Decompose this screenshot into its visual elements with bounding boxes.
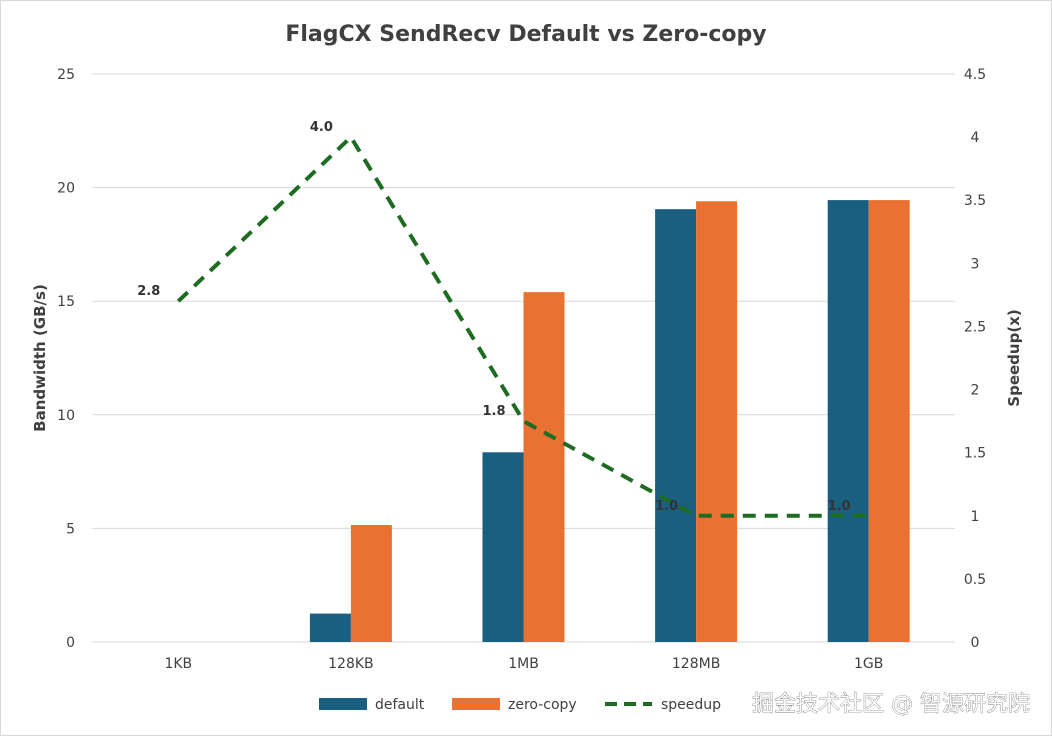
y-tick-label-4: 20: [57, 181, 75, 197]
y2-tick-label-2: 1: [971, 509, 980, 525]
bar-zero-copy-128KB: [350, 524, 392, 642]
legend-label-zero-copy: zero-copy: [508, 697, 577, 713]
x-tick-label-128KB: 128KB: [328, 656, 374, 672]
bar-zero-copy-1GB: [868, 200, 910, 642]
y2-axis-ticks: 0 0.5 1 1.5 2 2.5 3 3.5 4 4.5: [964, 67, 986, 651]
y2-tick-label-7: 3.5: [964, 193, 986, 209]
bar-default-128KB: [309, 613, 351, 642]
watermark-text: 掘金技术社区 @ 智源研究院: [752, 692, 1030, 717]
x-tick-label-1GB: 1GB: [854, 656, 883, 672]
y2-tick-label-3: 1.5: [964, 446, 986, 462]
y-tick-label-5: 25: [57, 67, 75, 83]
legend: default zero-copy speedup: [319, 697, 721, 713]
speedup-label-1KB: 2.8: [137, 284, 160, 299]
bar-zero-copy-1MB: [523, 292, 565, 642]
y-tick-label-3: 15: [57, 294, 75, 310]
legend-label-speedup: speedup: [661, 697, 721, 713]
speedup-line: [176, 135, 869, 518]
x-tick-label-1KB: 1KB: [164, 656, 192, 672]
y2-tick-label-4: 2: [971, 383, 980, 399]
bars: [309, 200, 910, 642]
y2-axis-title: Speedup(x): [1005, 309, 1023, 406]
y-axis-title: Bandwidth (GB/s): [31, 284, 49, 432]
y-axis-ticks: 0 5 10 15 20 25: [57, 67, 75, 651]
y2-tick-label-5: 2.5: [964, 319, 986, 335]
gridlines: [92, 73, 955, 643]
speedup-label-128KB: 4.0: [310, 120, 333, 135]
data-labels: 2.8 4.0 1.8 1.0 1.0: [137, 120, 850, 514]
y-tick-label-0: 0: [66, 635, 75, 651]
y-tick-label-1: 5: [66, 521, 75, 537]
speedup-line-group: [176, 135, 869, 518]
bar-default-1GB: [827, 200, 869, 642]
y-tick-label-2: 10: [57, 408, 75, 424]
y2-tick-label-0: 0: [971, 635, 980, 651]
bar-default-1MB: [482, 452, 524, 642]
bar-default-128MB: [655, 209, 697, 642]
bar-zero-copy-128MB: [696, 201, 738, 642]
speedup-label-1MB: 1.8: [482, 404, 505, 419]
x-axis-ticks: 1KB 128KB 1MB 128MB 1GB: [164, 656, 883, 672]
speedup-label-1GB: 1.0: [828, 499, 851, 514]
x-tick-label-1MB: 1MB: [508, 656, 539, 672]
y2-tick-label-8: 4: [971, 130, 980, 146]
speedup-label-128MB: 1.0: [655, 499, 678, 514]
chart-title: FlagCX SendRecv Default vs Zero-copy: [285, 22, 766, 47]
legend-label-default: default: [375, 697, 425, 713]
y2-tick-label-9: 4.5: [964, 67, 986, 83]
y2-tick-label-6: 3: [971, 256, 980, 272]
y2-tick-label-1: 0.5: [964, 572, 986, 588]
legend-swatch-default: [319, 698, 367, 710]
x-tick-label-128MB: 128MB: [672, 656, 720, 672]
legend-swatch-zero-copy: [452, 698, 500, 710]
